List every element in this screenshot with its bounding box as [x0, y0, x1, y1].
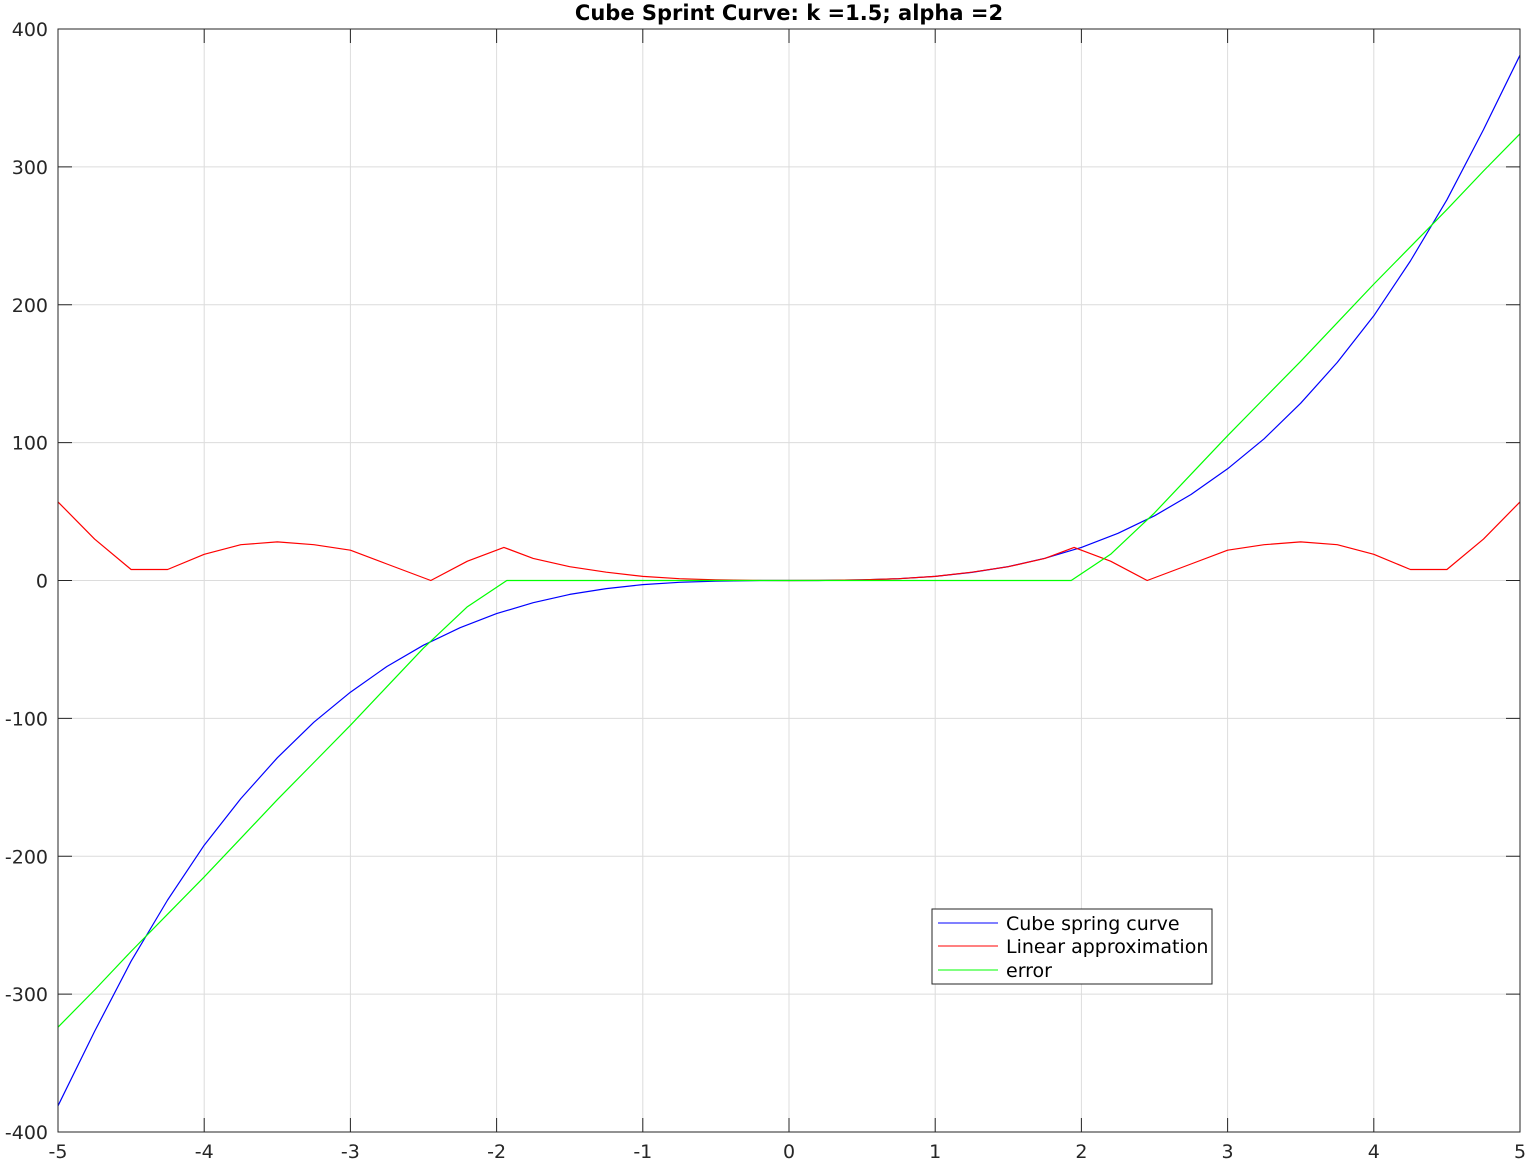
y-tick-label: 200 — [12, 295, 48, 317]
x-tick-label: -1 — [633, 1141, 652, 1163]
x-tick-label: -4 — [195, 1141, 214, 1163]
x-tick-label: -2 — [487, 1141, 506, 1163]
x-tick-label: 5 — [1514, 1141, 1526, 1163]
y-tick-label: 0 — [36, 571, 48, 593]
series-line-error — [57, 133, 1521, 1028]
x-axis-tick-labels: -5 -4 -3 -2 -1 0 1 2 3 4 5 — [49, 1141, 1527, 1163]
y-tick-label: -100 — [5, 708, 48, 730]
x-tick-label: 2 — [1075, 1141, 1087, 1163]
x-tick-label: 4 — [1368, 1141, 1380, 1163]
legend-label-cube-spring-curve: Cube spring curve — [1006, 913, 1180, 935]
chart-title: Cube Sprint Curve: k =1.5; alpha =2 — [575, 1, 1003, 25]
legend-entry-cube-spring-curve: Cube spring curve — [938, 913, 1180, 935]
grid-lines — [58, 29, 1520, 1132]
legend: Cube spring curve Linear approximation e… — [931, 908, 1213, 985]
series-lines — [57, 54, 1521, 1107]
y-tick-label: 300 — [12, 157, 48, 179]
legend-label-error: error — [1006, 960, 1052, 982]
y-tick-label: -200 — [5, 846, 48, 868]
x-tick-label: 1 — [929, 1141, 941, 1163]
legend-label-linear-approximation: Linear approximation — [1006, 936, 1208, 958]
y-tick-label: -300 — [5, 984, 48, 1006]
y-axis-tick-labels: -400 -300 -200 -100 0 100 200 300 400 — [5, 19, 48, 1144]
x-tick-label: 0 — [783, 1141, 795, 1163]
y-tick-label: 100 — [12, 433, 48, 455]
legend-entry-linear-approximation: Linear approximation — [938, 936, 1208, 958]
ticks — [57, 28, 1521, 1133]
x-tick-label: -3 — [341, 1141, 360, 1163]
y-tick-label: -400 — [5, 1122, 48, 1144]
x-tick-label: 3 — [1222, 1141, 1234, 1163]
legend-entry-error: error — [938, 960, 1052, 982]
y-tick-label: 400 — [12, 19, 48, 41]
x-tick-label: -5 — [49, 1141, 68, 1163]
